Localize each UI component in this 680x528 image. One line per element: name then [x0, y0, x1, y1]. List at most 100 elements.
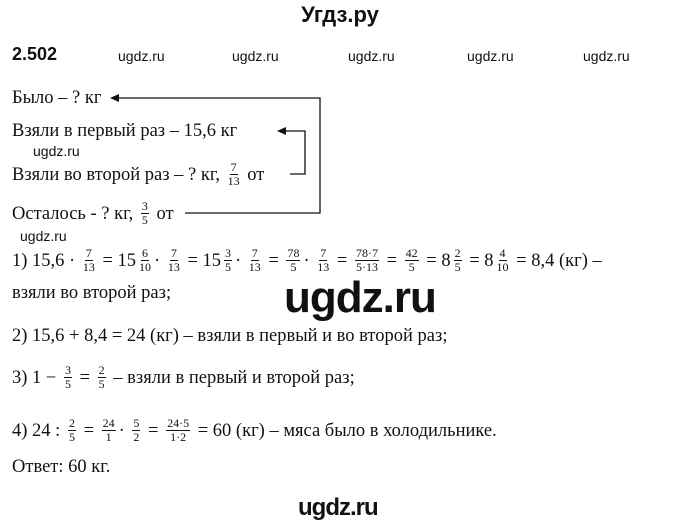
text: 2) 15,6 + 8,4 = 24 (кг) – взяли в первый… [12, 326, 448, 346]
fraction: 42 5 [404, 247, 419, 274]
denominator: 10 [496, 260, 509, 274]
task-number: 2.502 [12, 44, 58, 64]
text: Было – ? кг [12, 88, 102, 108]
text: взяли во второй раз; [12, 283, 172, 303]
big-watermark: ugdz.ru [284, 273, 437, 322]
denominator: 5 [454, 260, 461, 274]
solution-line: 2) 15,6 + 8,4 = 24 (кг) – взяли в первый… [12, 325, 447, 347]
condition-line: Взяли во второй раз – ? кг, 7 13 от [12, 161, 264, 188]
watermark: ugdz.ru [467, 48, 514, 64]
solution-line: Ответ: 60 кг. [12, 456, 110, 478]
text: 3) 1 − [12, 367, 61, 388]
numerator: 5 [132, 416, 141, 431]
arrow-line-inner [285, 130, 306, 175]
fraction: 24·5 1·2 [166, 416, 191, 444]
denominator: 5 [68, 430, 75, 444]
condition-line: Взяли в первый раз – 15,6 кг [12, 120, 237, 142]
text: · [303, 250, 315, 271]
denominator: 1 [105, 430, 112, 444]
numerator: 7 [229, 160, 238, 175]
denominator: 5 [64, 377, 71, 391]
text: = [263, 250, 284, 271]
arrow-line-outer [118, 97, 321, 214]
numerator: 2 [67, 416, 76, 431]
text: = 60 (кг) – мяса было в холодильнике. [193, 420, 497, 441]
text: от [151, 203, 174, 224]
text: · [235, 250, 246, 271]
text: 4) 24 : [12, 420, 65, 441]
denominator: 5·13 [355, 260, 378, 274]
numerator: 24·5 [166, 416, 191, 431]
numerator: 2 [97, 363, 106, 378]
watermark: ugdz.ru [118, 48, 165, 64]
watermark: ugdz.ru [33, 143, 80, 159]
text: = [143, 420, 164, 441]
fraction: 78·7 5·13 [354, 246, 379, 274]
text: = [74, 367, 95, 388]
solution-line: 1) 15,6 · 7 13 = 15 6 10 · 7 13 = 15 3 5 · 7 13 =… [12, 247, 602, 274]
text: · [118, 420, 130, 441]
fraction: 24 1 [101, 416, 116, 444]
denominator: 13 [317, 260, 330, 274]
text: = 15 [97, 250, 137, 271]
denominator: 2 [133, 430, 140, 444]
denominator: 1·2 [170, 430, 187, 444]
arrow-head-inner [277, 127, 286, 135]
numerator: 3 [224, 246, 232, 261]
numerator: 7 [319, 246, 328, 261]
denominator: 5 [290, 260, 297, 274]
denominator: 13 [167, 260, 180, 274]
text: = 8 [421, 250, 451, 271]
numerator: 3 [140, 199, 149, 214]
denominator: 13 [248, 260, 261, 274]
numerator: 7 [84, 246, 93, 261]
text: = 8,4 (кг) – [511, 250, 602, 271]
text: Ответ: 60 кг. [12, 457, 111, 477]
text: от [242, 164, 265, 185]
condition-line: Было – ? кг [12, 87, 101, 109]
fraction: 78 5 [286, 246, 301, 274]
watermark: ugdz.ru [232, 48, 279, 64]
numerator: 24 [101, 416, 116, 431]
denominator: 5 [225, 260, 231, 274]
text: = 8 [464, 250, 494, 271]
arrow-head-outer [110, 94, 119, 102]
numerator: 4 [498, 246, 507, 261]
fraction: 7 13 [317, 247, 329, 274]
bottom-watermark: ugdz.ru [298, 494, 379, 521]
text: 1) 15,6 · [12, 250, 80, 271]
numerator: 7 [250, 246, 259, 261]
text: = [332, 250, 352, 271]
denominator: 13 [82, 260, 95, 274]
text: – взяли в первый и второй раз; [108, 367, 355, 388]
text: = [78, 420, 99, 441]
site-title: Угдз.ру [301, 2, 379, 27]
denominator: 5 [408, 260, 415, 274]
numerator: 6 [141, 246, 150, 261]
fraction: 4 10 [497, 247, 509, 274]
numerator: 78·7 [354, 246, 379, 261]
watermark: ugdz.ru [348, 48, 395, 64]
watermark: ugdz.ru [20, 228, 67, 244]
numerator: 78 [286, 246, 301, 261]
fraction: 7 13 [83, 247, 95, 274]
text: = 15 [182, 250, 221, 271]
text: · [154, 250, 165, 271]
watermark: ugdz.ru [583, 48, 630, 64]
denominator: 5 [141, 213, 148, 227]
text: Взяли во второй раз – ? кг, [12, 164, 225, 185]
fraction: 7 13 [168, 247, 180, 274]
text: Осталось - ? кг, [12, 203, 138, 224]
numerator: 2 [453, 246, 462, 261]
